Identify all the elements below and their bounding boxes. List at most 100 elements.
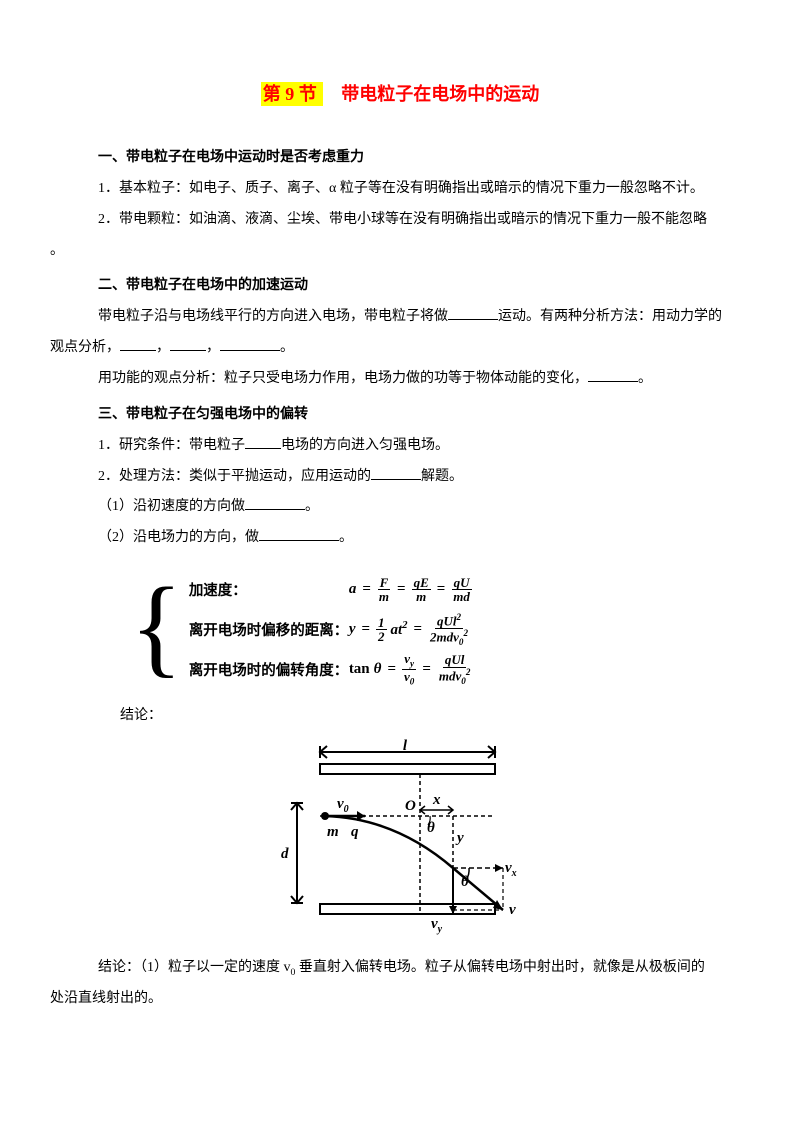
at-base: at xyxy=(391,622,403,638)
lbl-v0: v0 xyxy=(337,796,349,815)
formula-block: { 加速度： a = Fm = qEm = qUmd 离开电场时偏移的距离： y xyxy=(130,570,730,690)
lbl-vy: vy xyxy=(431,916,443,935)
n: qUl xyxy=(437,613,457,628)
blank xyxy=(448,305,498,320)
s3-s2a: （2）沿电场力的方向，做 xyxy=(98,530,259,545)
frac: Fm xyxy=(377,576,391,604)
brace-icon: { xyxy=(130,566,183,690)
bottom-b: 垂直射入偏转电场。粒子从偏转电场中射出时，就像是从极板间的 xyxy=(295,960,705,975)
bottom-a: 结论：（1）粒子以一定的速度 v xyxy=(98,960,291,975)
formula-row1: 加速度： a = Fm = qEm = qUmd xyxy=(189,570,473,610)
f1-formula: a = Fm = qEm = qUmd xyxy=(349,576,472,604)
section3-i2: 2．处理方法：类似于平抛运动，应用运动的解题。 xyxy=(98,462,730,493)
s3-i2b: 解题。 xyxy=(421,469,463,484)
formula-row3: 离开电场时的偏转角度： tan θ = vy v0 = qUl mdv02 xyxy=(189,650,473,690)
blank xyxy=(245,434,281,449)
formula-row2: 离开电场时偏移的距离： y = 12 at2 = qUl2 2mdv02 xyxy=(189,610,473,650)
num: qE xyxy=(412,576,431,591)
s2-p2c: ， xyxy=(206,340,220,355)
section2-p2: 观点分析， ， ， 。 xyxy=(50,333,730,364)
diagram-svg: l d v0 m q O xyxy=(265,738,535,938)
page-title: 第 9 节 带电粒子在电场中的运动 xyxy=(70,80,730,106)
lbl-v: v xyxy=(509,902,516,918)
title-hl-right: 节 xyxy=(299,84,317,104)
section3-s1: （1）沿初速度的方向做。 xyxy=(98,492,730,523)
s3-i1b: 电场的方向进入匀强电场。 xyxy=(281,438,449,453)
title-highlight: 第 9 节 xyxy=(261,82,324,106)
lbl-vx: vx xyxy=(505,860,517,879)
section3-i1: 1．研究条件：带电粒子 电场的方向进入匀强电场。 xyxy=(98,431,730,462)
f2-label: 离开电场时偏移的距离： xyxy=(189,619,349,640)
eq: = xyxy=(385,661,398,678)
s3-s1a: （1）沿初速度的方向做 xyxy=(98,499,245,514)
s2-p1b: 运动。有两种分析方法：用动力学的 xyxy=(498,309,722,324)
num: qUl xyxy=(443,653,467,668)
sub: y xyxy=(410,659,414,669)
section1-head: 一、带电粒子在电场中运动时是否考虑重力 xyxy=(98,146,730,166)
s3-i1a: 1．研究条件：带电粒子 xyxy=(98,438,245,453)
blank xyxy=(245,495,305,510)
at: at2 xyxy=(391,620,408,639)
s2-p2b: ， xyxy=(156,340,170,355)
var-a: a xyxy=(349,581,357,598)
lbl-x: x xyxy=(432,792,441,808)
den: m xyxy=(377,590,391,604)
den: 2mdv02 xyxy=(428,629,470,647)
d: mdv xyxy=(439,668,461,683)
f3-label: 离开电场时的偏转角度： xyxy=(189,659,349,680)
eq: = xyxy=(359,621,372,638)
den: m xyxy=(414,590,428,604)
s2-p3a: 用功能的观点分析：粒子只受电场力作用，电场力做的功等于物体动能的变化， xyxy=(98,371,588,386)
num: F xyxy=(378,576,391,591)
s2-p3b: 。 xyxy=(638,371,652,386)
sq: 2 xyxy=(402,620,407,631)
sq: 2 xyxy=(466,667,471,677)
f3-formula: tan θ = vy v0 = qUl mdv02 xyxy=(349,652,473,687)
blank xyxy=(588,367,638,382)
section3-s2: （2）沿电场力的方向，做 。 xyxy=(98,523,730,554)
sub: 0 xyxy=(410,677,415,687)
lbl-theta1: θ xyxy=(427,820,435,836)
frac: vy v0 xyxy=(402,652,416,687)
var-y: y xyxy=(349,621,356,638)
frac: qUl2 2mdv02 xyxy=(428,613,470,647)
sub: 0 xyxy=(461,676,466,686)
frac: qUmd xyxy=(451,576,472,604)
den: mdv02 xyxy=(437,668,472,686)
den: v0 xyxy=(402,670,416,687)
lbl-y: y xyxy=(455,830,464,846)
eq: = xyxy=(360,581,373,598)
sq: 2 xyxy=(457,612,462,622)
eq: = xyxy=(420,661,433,678)
page: 第 9 节 带电粒子在电场中的运动 一、带电粒子在电场中运动时是否考虑重力 1．… xyxy=(0,0,800,1132)
sq: 2 xyxy=(463,628,468,638)
bottom-para: 结论：（1）粒子以一定的速度 v0 垂直射入偏转电场。粒子从偏转电场中射出时，就… xyxy=(98,953,730,984)
title-hl-num: 9 xyxy=(285,84,294,104)
f1-label: 加速度： xyxy=(189,579,349,600)
lbl-m: m xyxy=(327,824,339,840)
num: qU xyxy=(452,576,472,591)
s2-p1a: 带电粒子沿与电场线平行的方向进入电场，带电粒子将做 xyxy=(98,309,448,324)
eq: = xyxy=(435,581,448,598)
section1-item1: 1．基本粒子：如电子、质子、离子、α 粒子等在没有明确指出或暗示的情况下重力一般… xyxy=(98,174,730,205)
f2-formula: y = 12 at2 = qUl2 2mdv02 xyxy=(349,613,470,647)
s3-s2b: 。 xyxy=(339,530,353,545)
title-rest: 带电粒子在电场中的运动 xyxy=(323,84,539,104)
section2-p1: 带电粒子沿与电场线平行的方向进入电场，带电粒子将做 运动。有两种分析方法：用动力学… xyxy=(98,302,730,333)
conclusion-label: 结论： xyxy=(120,704,730,724)
eq: = xyxy=(411,621,424,638)
eq: = xyxy=(395,581,408,598)
num: 1 xyxy=(376,616,387,631)
lbl-q: q xyxy=(351,824,359,840)
s2-p2d: 。 xyxy=(280,340,294,355)
title-hl-left: 第 xyxy=(263,84,281,104)
formula-rows: 加速度： a = Fm = qEm = qUmd 离开电场时偏移的距离： y =… xyxy=(189,570,473,690)
section1-item2b: 。 xyxy=(50,236,730,267)
blank xyxy=(220,336,280,351)
blank xyxy=(259,526,339,541)
s2-p2a: 观点分析， xyxy=(50,340,120,355)
theta: θ xyxy=(374,661,382,678)
section1-item2a: 2．带电颗粒：如油滴、液滴、尘埃、带电小球等在没有明确指出或暗示的情况下重力一般… xyxy=(98,205,730,236)
blank xyxy=(120,336,156,351)
blank xyxy=(170,336,206,351)
